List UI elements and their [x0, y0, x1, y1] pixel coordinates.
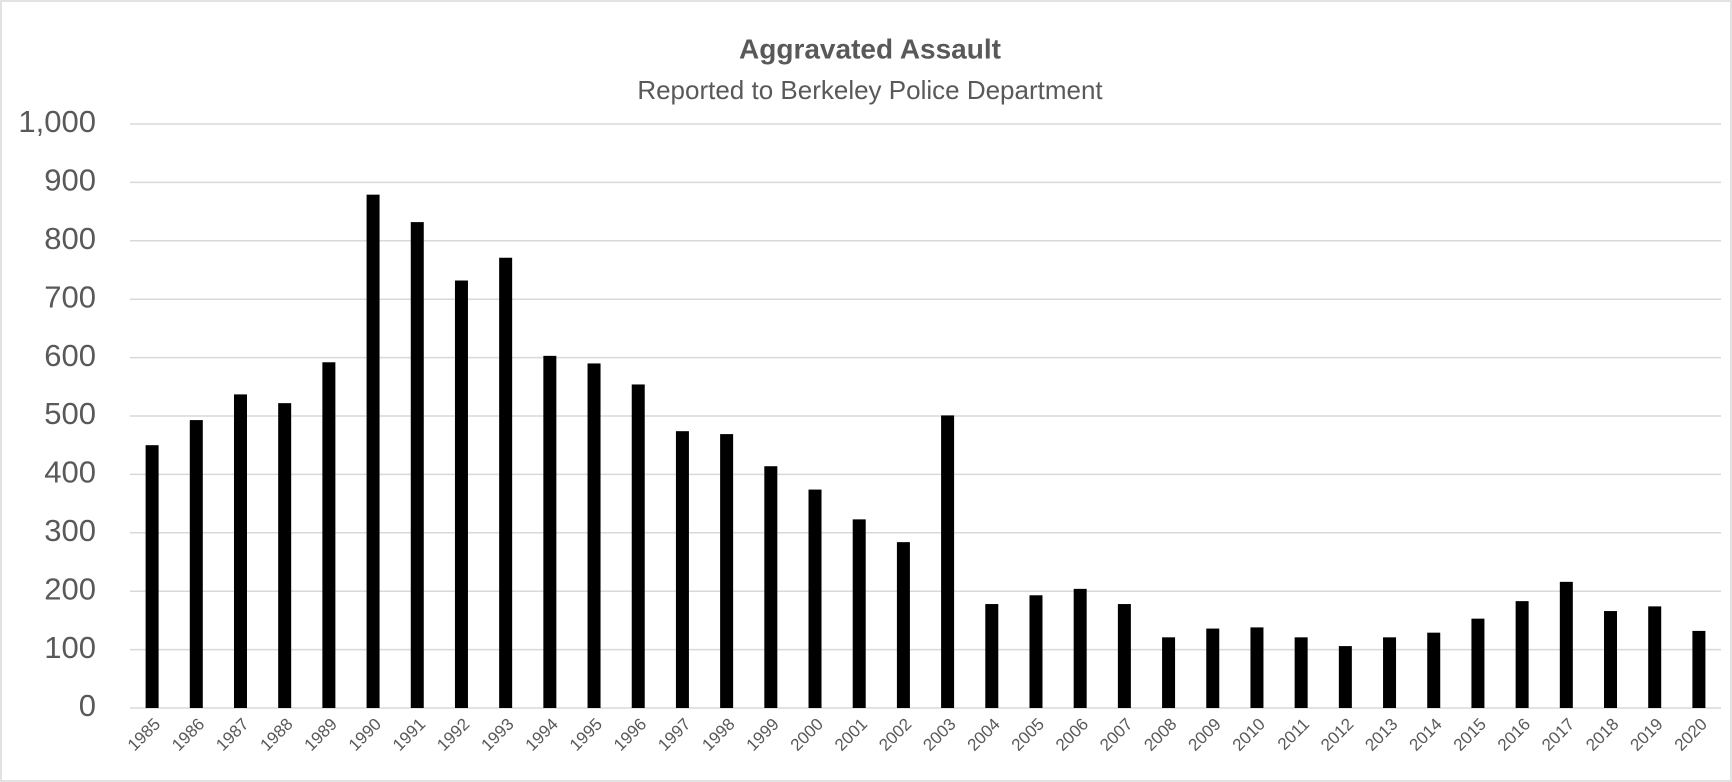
bar	[587, 363, 601, 708]
bar	[1427, 632, 1441, 708]
bar	[1559, 581, 1573, 708]
bar	[278, 403, 292, 708]
y-tick-label: 400	[44, 455, 96, 490]
chart-title: Aggravated Assault	[739, 33, 1001, 64]
bar	[1250, 627, 1264, 708]
bar	[1383, 637, 1397, 708]
bar	[720, 434, 734, 708]
y-tick-label: 100	[44, 630, 96, 665]
bar	[1648, 606, 1662, 708]
bar	[896, 542, 910, 708]
y-tick-label: 300	[44, 513, 96, 548]
bar	[1206, 628, 1220, 708]
bar	[941, 415, 955, 708]
bar	[852, 519, 866, 708]
bar	[1073, 588, 1087, 708]
bar	[366, 194, 380, 708]
y-tick-label: 800	[44, 221, 96, 256]
bar	[631, 384, 645, 708]
bar	[1515, 601, 1529, 708]
chart-subtitle: Reported to Berkeley Police Department	[637, 75, 1103, 105]
bar	[1162, 637, 1176, 708]
bar	[454, 280, 468, 708]
bar	[145, 445, 159, 708]
bar	[1029, 595, 1043, 708]
bar	[322, 362, 336, 708]
y-tick-label: 0	[79, 688, 96, 723]
y-tick-label: 500	[44, 396, 96, 431]
bar	[985, 604, 999, 708]
bar	[1692, 630, 1706, 708]
y-tick-label: 200	[44, 571, 96, 606]
bar	[543, 355, 557, 708]
bar	[1604, 611, 1618, 708]
bar	[1471, 618, 1485, 708]
bar	[1294, 637, 1308, 708]
bar	[675, 431, 689, 708]
bar	[410, 222, 424, 708]
bar	[499, 257, 513, 708]
y-tick-label: 1,000	[18, 104, 96, 139]
y-tick-label: 600	[44, 338, 96, 373]
y-tick-label: 700	[44, 279, 96, 314]
bar	[1338, 646, 1352, 708]
y-tick-label: 900	[44, 163, 96, 198]
bar	[189, 420, 203, 708]
bar	[764, 466, 778, 708]
bar	[808, 489, 822, 708]
bar	[1117, 604, 1131, 708]
bar	[233, 394, 247, 708]
